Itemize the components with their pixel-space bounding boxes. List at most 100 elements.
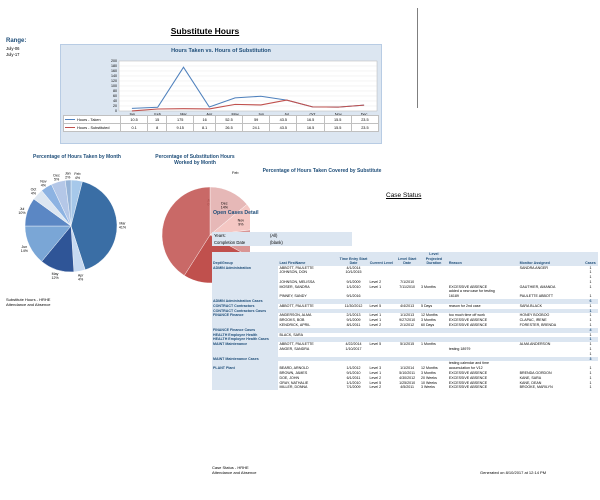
table-row[interactable]: CONTRACT Contractors ABBOTT, PAULETTE 11/3… [212, 303, 598, 309]
col-header[interactable]: Level Projected Duration [419, 252, 448, 266]
dept-cell: MAINT Maintenance [212, 342, 279, 348]
footer-left: Substitute Hours - HRHE Attendance and A… [6, 297, 50, 307]
table-row[interactable]: DOE, JOHN 6/1/2011 Level 2 4/30/2012 20 Week… [212, 375, 598, 381]
table-row: Hours - Taken 10.5 15 175 16 52.5 59 43.… [63, 115, 380, 124]
table-row[interactable]: PINNEY, SANDY 9/1/2016 16189 PAULETTE ABBOT… [212, 294, 598, 300]
data-cell: 59 [242, 115, 271, 124]
table-row[interactable]: ANGER, SANDRA 1/10/2017 testing 18979 1 [212, 347, 598, 352]
table-cell: BROOKE, MARILYN [519, 385, 553, 390]
table-cell: BROOKS, BOB [279, 318, 305, 323]
table-row[interactable]: added a new case for testing [212, 289, 598, 295]
table-cell: too much time off work [448, 313, 485, 318]
table-row[interactable]: KENDRICK, APRIL 8/1/2011 Level 2 2/1/2012 60… [212, 323, 598, 328]
completion-value[interactable]: (blank) [270, 240, 283, 245]
table-cell: Level 2 [369, 323, 382, 328]
filter-panel [212, 232, 352, 246]
data-cell: 24.1 [242, 123, 271, 132]
col-header[interactable]: Level Start Date [394, 252, 420, 266]
table-cell: 1 [589, 366, 592, 371]
data-cell: 0.1 [119, 123, 149, 132]
table-row[interactable]: JOHNSON, DON 10/1/2015 1 [212, 270, 598, 276]
table-row[interactable]: MAINT Maintenance ABBOTT, PAULETTE 4/22/20… [212, 342, 598, 348]
table-row[interactable]: PLANT Plant BEARD, ARNOLD 1/1/2012 Level 3 1… [212, 366, 598, 372]
table-cell [394, 327, 420, 333]
pie-chart-hours-taken: Feb 4% Mar 41% Apr 4% May 12% Jun 14% Jul 10% Oct 4%N… [18, 172, 126, 282]
table-cell [419, 299, 448, 304]
subtotal-count: 1 [582, 337, 598, 343]
data-cell: 15.5 [323, 115, 352, 124]
table-cell: 11/30/2012 [344, 303, 363, 308]
table-cell [518, 337, 583, 343]
y-tick-label: 200 [111, 59, 117, 63]
col-header[interactable]: Reason [447, 252, 519, 266]
table-cell: SARA BLACK [519, 303, 542, 308]
table-cell: 3 Weeks [420, 385, 435, 390]
table-row[interactable]: 1 [212, 275, 598, 280]
table-cell: testing calendar and time [448, 361, 489, 366]
subtotal-row[interactable]: HEALTH Employee Health Cases 1 [212, 337, 598, 343]
table-cell: GRAY, NATHALIE [279, 380, 309, 385]
table-row[interactable]: JOHNSON, MELISSA 9/1/2009 Level 2 7/1/2010 1 [212, 279, 598, 285]
table-cell: 1 [589, 351, 592, 356]
years-value[interactable]: (All) [270, 233, 278, 238]
table-cell: Level 2 [369, 279, 382, 284]
pie3-title: Percentage of Hours Taken Covered by Sub… [262, 168, 382, 174]
table-cell: 7/1/2010 [400, 279, 415, 284]
table-row[interactable]: GRAY, NATHALIE 1/1/2010 Level 5 1/25/2010 10… [212, 380, 598, 386]
table-cell: BLACK, SARA [279, 332, 304, 337]
table-row[interactable]: BROWN, JAMES 9/1/2010 Level 1 5/10/2011 3 Mo… [212, 371, 598, 376]
data-cell: 16.5 [296, 115, 325, 124]
subtotal-label: MAINT Maintenance Cases [212, 356, 279, 362]
data-cell: 43.5 [269, 115, 298, 124]
x-tick-label: Nov [335, 113, 342, 117]
table-cell [368, 327, 395, 333]
dept-cell: HEALTH Employee Health [212, 332, 279, 338]
subtotal-label: CONTRACT Contractors Cases [212, 308, 279, 314]
col-header[interactable]: Dept/Group [212, 252, 279, 266]
table-row[interactable]: HEALTH Employee Health BLACK, SARA 1 [212, 332, 598, 338]
years-label: Years: [214, 233, 226, 238]
subtotal-row[interactable]: MAINT Maintenance Cases 3 [212, 356, 598, 362]
y-tick-label: 180 [111, 64, 117, 68]
table-row[interactable]: FINANCE Finance ANDERSON, ALMA 2/1/2013 Lev… [212, 313, 598, 319]
pie-label: May 12% [51, 272, 59, 280]
table-row[interactable]: MOSER, SANDRA 1/1/2010 Level 1 7/11/2010 3 M… [212, 284, 598, 290]
table-cell: 1 [589, 332, 592, 337]
table-cell [394, 337, 420, 343]
subtotal-row[interactable]: CONTRACT Contractors Cases 1 [212, 308, 598, 314]
table-cell: reason for 2nd case [448, 303, 481, 308]
col-header[interactable]: Current Level [368, 252, 395, 266]
footer-case: Case Status - HRHE Attendance and Absenc… [212, 465, 256, 475]
y-tick-label: 60 [113, 94, 117, 98]
table-row[interactable]: testing calendar and time [212, 361, 598, 367]
dept-cell [212, 279, 279, 285]
footer-left-line1: Substitute Hours - HRHE [6, 297, 51, 302]
table-cell: 4/30/2012 [399, 375, 416, 380]
table-row[interactable]: ADMIN Administration ABBOTT, PAULETTE 4/1/… [212, 265, 598, 271]
col-header[interactable]: Time Entry Start Date [338, 252, 369, 266]
table-cell: 1 [589, 323, 592, 328]
table-cell: 9/1/2009 [346, 279, 361, 284]
pie-label: Jan 2% [65, 172, 71, 180]
subtotal-row[interactable]: FINANCE Finance Cases 4 [212, 327, 598, 333]
table-cell: PINNEY, SANDY [279, 294, 307, 299]
legend-taken: Hours - Taken [63, 115, 121, 124]
table-cell [419, 337, 448, 343]
table-header-row: Dept/Group Last FirstName Time Entry Sta… [212, 252, 598, 266]
table-cell: 1 [589, 347, 592, 352]
subtotal-row[interactable]: ADMIN Administration Cases 6 [212, 299, 598, 304]
table-cell: JOHNSON, DON [279, 270, 308, 275]
col-header[interactable]: Last FirstName [278, 252, 339, 266]
pie-label: Nov 4% [40, 180, 47, 188]
col-header[interactable]: Monitor Assigned [518, 252, 583, 266]
col-header[interactable]: Cases [582, 252, 598, 266]
table-row[interactable]: MILLER, DONNA 7/1/2009 Level 2 4/5/2011 3 We… [212, 385, 598, 391]
subtotal-label: HEALTH Employee Health Cases [212, 337, 279, 343]
table-cell: EXCESSIVE ABSENCE [448, 318, 488, 323]
x-tick-label: May [232, 113, 239, 117]
table-cell: added a new case for testing [448, 289, 495, 294]
table-row[interactable]: 1 [212, 351, 598, 357]
pie-slice [209, 204, 250, 236]
table-cell: BROWN, JAMES [279, 371, 308, 376]
table-row[interactable]: BROOKS, BOB 9/1/2009 Level 1 9/27/2010 3 Mon… [212, 318, 598, 324]
